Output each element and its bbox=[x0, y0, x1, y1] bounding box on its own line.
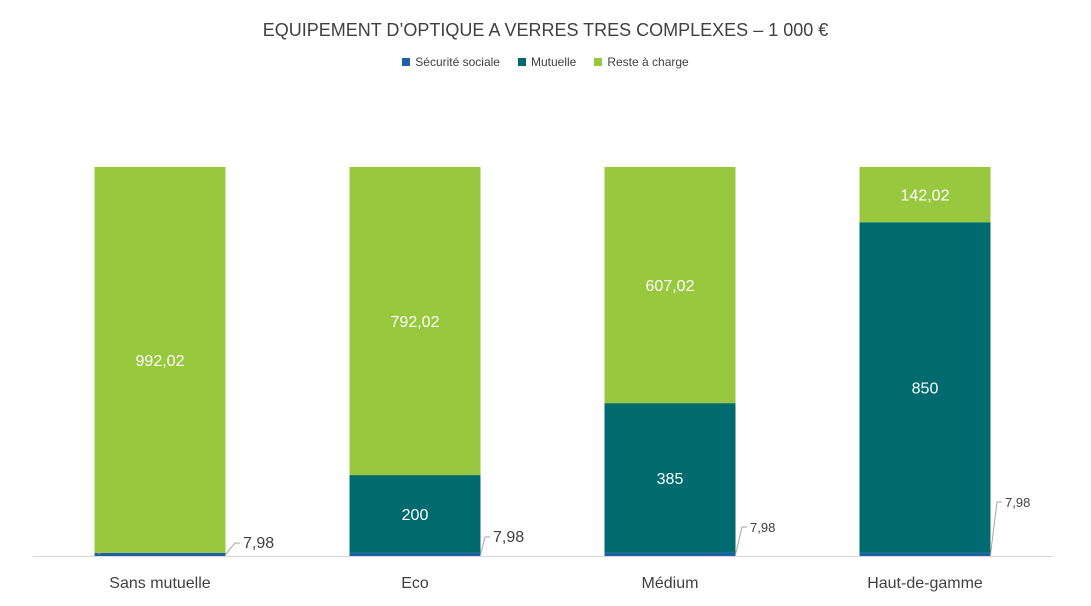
bar-segment bbox=[859, 167, 991, 223]
legend-swatch bbox=[594, 58, 603, 66]
legend-swatch bbox=[402, 58, 411, 66]
legend: Sécurité sociale Mutuelle Reste à charge bbox=[0, 55, 1091, 69]
legend-item: Mutuelle bbox=[517, 55, 577, 69]
bar-segment bbox=[859, 552, 991, 556]
bar-segment bbox=[94, 167, 226, 553]
bar-segment bbox=[349, 552, 481, 556]
legend-item: Reste à charge bbox=[594, 55, 689, 69]
data-label: 142,02 bbox=[901, 188, 950, 205]
bar-segment bbox=[94, 552, 226, 556]
data-label: 792,02 bbox=[391, 314, 440, 331]
leader-line bbox=[480, 536, 490, 555]
category-label: Sans mutuelle bbox=[109, 575, 210, 592]
data-label: 385 bbox=[657, 471, 684, 488]
legend-item: Sécurité sociale bbox=[402, 55, 500, 69]
data-label: 7,98 bbox=[493, 529, 524, 546]
bar-segment bbox=[604, 552, 736, 556]
bar-segment bbox=[349, 167, 481, 476]
bar-segment bbox=[349, 475, 481, 553]
bar-segment bbox=[859, 222, 991, 553]
leader-line bbox=[735, 526, 747, 555]
leader-line bbox=[990, 501, 1002, 555]
data-label: 607,02 bbox=[646, 278, 695, 295]
bar-segment bbox=[604, 403, 736, 553]
legend-swatch bbox=[517, 58, 526, 66]
data-label: 7,98 bbox=[243, 535, 274, 552]
data-label: 850 bbox=[912, 381, 939, 398]
legend-label: Reste à charge bbox=[607, 55, 689, 69]
data-label: 7,98 bbox=[750, 520, 775, 535]
category-label: Haut-de-gamme bbox=[867, 575, 983, 592]
legend-label: Mutuelle bbox=[530, 55, 577, 69]
chart-title: EQUIPEMENT D’OPTIQUE A VERRES TRES COMPL… bbox=[262, 20, 829, 40]
data-label: 7,98 bbox=[1005, 495, 1030, 510]
data-label: 992,02 bbox=[136, 353, 185, 370]
category-label: Eco bbox=[401, 575, 429, 592]
category-label: Médium bbox=[642, 575, 699, 592]
legend-label: Sécurité sociale bbox=[415, 55, 500, 69]
leader-line bbox=[225, 542, 240, 555]
data-label: 200 bbox=[402, 507, 429, 524]
bar-segment bbox=[604, 167, 736, 404]
